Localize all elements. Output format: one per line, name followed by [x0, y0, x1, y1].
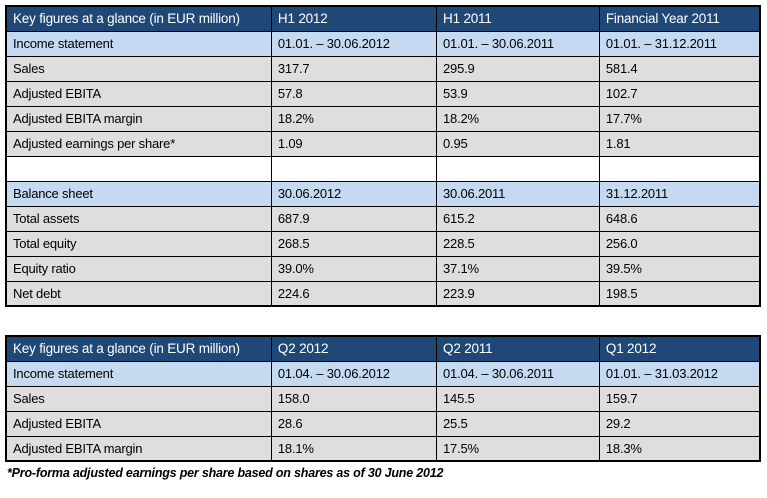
table-header-cell: Key figures at a glance (in EUR million) [5, 335, 272, 362]
table-header-cell: Key figures at a glance (in EUR million) [5, 5, 272, 32]
table-cell: 223.9 [436, 280, 600, 307]
table-cell: Adjusted EBITA margin [5, 105, 272, 132]
table-row: Adjusted EBITA 28.6 25.5 29.2 [5, 410, 761, 437]
table-cell: Sales [5, 385, 272, 412]
table-cell: 01.01. – 30.06.2011 [436, 30, 600, 57]
table-header-cell: Q1 2012 [598, 335, 761, 362]
footnote: *Pro-forma adjusted earnings per share b… [7, 466, 444, 480]
table-row: Equity ratio 39.0% 37.1% 39.5% [5, 255, 761, 282]
table-cell: Income statement [5, 360, 272, 387]
table-cell: 29.2 [598, 410, 761, 437]
table-cell: 158.0 [270, 385, 438, 412]
table-cell: 18.2% [436, 105, 600, 132]
table-cell: 198.5 [598, 280, 761, 307]
table-cell: Total equity [5, 230, 272, 257]
table-cell: 28.6 [270, 410, 438, 437]
table-row: Sales 158.0 145.5 159.7 [5, 385, 761, 412]
table-cell: Adjusted earnings per share* [5, 130, 272, 157]
table-cell: Sales [5, 55, 272, 82]
table-row: Balance sheet 30.06.2012 30.06.2011 31.12.2… [5, 180, 761, 207]
table-cell [598, 155, 761, 182]
table-header-cell: Q2 2012 [270, 335, 438, 362]
table-cell: 17.7% [598, 105, 761, 132]
table-cell [270, 155, 438, 182]
table-cell: Equity ratio [5, 255, 272, 282]
table-cell: 1.09 [270, 130, 438, 157]
table-row: Income statement 01.04. – 30.06.2012 01.04… [5, 360, 761, 387]
table-cell: Net debt [5, 280, 272, 307]
table-cell: 224.6 [270, 280, 438, 307]
table-cell: 25.5 [436, 410, 600, 437]
table-cell: 30.06.2011 [436, 180, 600, 207]
table-cell: 0.95 [436, 130, 600, 157]
table-header-cell: H1 2011 [436, 5, 600, 32]
table-cell: 53.9 [436, 80, 600, 107]
table-cell: 37.1% [436, 255, 600, 282]
table-cell: 01.04. – 30.06.2011 [436, 360, 600, 387]
table-cell: 102.7 [598, 80, 761, 107]
half-year-key-figures-table: Key figures at a glance (in EUR million)… [5, 5, 761, 307]
table-cell: 648.6 [598, 205, 761, 232]
table-cell: 18.1% [270, 435, 438, 462]
table-row: Adjusted EBITA margin 18.2% 18.2% 17.7% [5, 105, 761, 132]
quarterly-key-figures-table: Key figures at a glance (in EUR million)… [5, 335, 761, 462]
table-cell: 39.0% [270, 255, 438, 282]
table-cell [436, 155, 600, 182]
table-cell: Adjusted EBITA [5, 80, 272, 107]
table-cell: 18.3% [598, 435, 761, 462]
table-row: Adjusted earnings per share* 1.09 0.95 1.81 [5, 130, 761, 157]
table-gap [5, 307, 762, 335]
table-cell: 01.01. – 30.06.2012 [270, 30, 438, 57]
table-cell: 1.81 [598, 130, 761, 157]
table-row: Total assets 687.9 615.2 648.6 [5, 205, 761, 232]
table-row: Sales 317.7 295.9 581.4 [5, 55, 761, 82]
table-header-cell: Q2 2011 [436, 335, 600, 362]
table-row [5, 155, 761, 182]
table-cell: 39.5% [598, 255, 761, 282]
table-cell: 01.01. – 31.12.2011 [598, 30, 761, 57]
table-cell: 687.9 [270, 205, 438, 232]
table-cell: 145.5 [436, 385, 600, 412]
table-cell: 268.5 [270, 230, 438, 257]
table-cell: 17.5% [436, 435, 600, 462]
table-cell: 57.8 [270, 80, 438, 107]
table-cell: 317.7 [270, 55, 438, 82]
table-cell: 31.12.2011 [598, 180, 761, 207]
table-cell: Total assets [5, 205, 272, 232]
table-cell: Adjusted EBITA margin [5, 435, 272, 462]
table-header-row: Key figures at a glance (in EUR million)… [5, 5, 761, 32]
table-cell: 30.06.2012 [270, 180, 438, 207]
table-cell: 581.4 [598, 55, 761, 82]
table-cell: Adjusted EBITA [5, 410, 272, 437]
table-cell: Balance sheet [5, 180, 272, 207]
table-header-row: Key figures at a glance (in EUR million)… [5, 335, 761, 362]
table-header-cell: Financial Year 2011 [598, 5, 761, 32]
table-header-cell: H1 2012 [270, 5, 438, 32]
table-cell: 01.04. – 30.06.2012 [270, 360, 438, 387]
table-cell: 295.9 [436, 55, 600, 82]
table-row: Total equity 268.5 228.5 256.0 [5, 230, 761, 257]
table-row: Net debt 224.6 223.9 198.5 [5, 280, 761, 307]
table-cell: 18.2% [270, 105, 438, 132]
table-cell: 615.2 [436, 205, 600, 232]
table-cell: 01.01. – 31.03.2012 [598, 360, 761, 387]
table-cell: 159.7 [598, 385, 761, 412]
table-row: Adjusted EBITA margin 18.1% 17.5% 18.3% [5, 435, 761, 462]
table-row: Adjusted EBITA 57.8 53.9 102.7 [5, 80, 761, 107]
table-cell [5, 155, 272, 182]
table-cell: 256.0 [598, 230, 761, 257]
table-cell: 228.5 [436, 230, 600, 257]
table-row: Income statement 01.01. – 30.06.2012 01.01… [5, 30, 761, 57]
table-cell: Income statement [5, 30, 272, 57]
